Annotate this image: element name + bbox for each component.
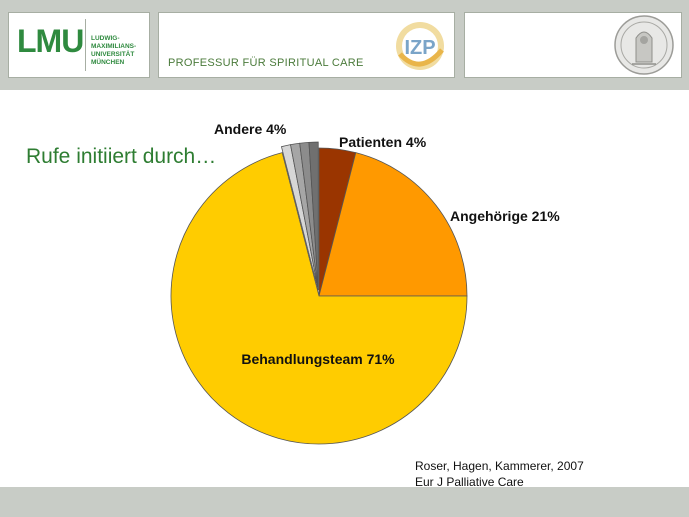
logo-divider [85, 19, 86, 71]
citation: Roser, Hagen, Kammerer, 2007 Eur J Palli… [415, 458, 584, 490]
university-line-3: UNIVERSITÄT [91, 51, 135, 58]
university-seal-icon [614, 15, 674, 75]
pie-label: Andere 4% [214, 121, 287, 137]
university-name: LUDWIG- MAXIMILIANS- UNIVERSITÄT MÜNCHEN [91, 35, 151, 67]
university-line-2: MAXIMILIANS- [91, 43, 137, 50]
pie-label: Angehörige 21% [450, 208, 560, 224]
footer-bar [0, 487, 689, 517]
citation-journal: Eur J Palliative Care [415, 475, 524, 489]
pie-slice-other-part [308, 141, 319, 291]
izp-logo-text: IZP [404, 37, 435, 59]
university-line-1: LUDWIG- [91, 35, 120, 42]
pie-label: Patienten 4% [339, 134, 427, 150]
lmu-logo-box[interactable]: LMU LUDWIG- MAXIMILIANS- UNIVERSITÄT MÜN… [8, 12, 150, 78]
professorship-title: PROFESSUR FÜR SPIRITUAL CARE [168, 57, 364, 69]
citation-authors: Roser, Hagen, Kammerer, 2007 [415, 459, 584, 473]
izp-logo-icon: IZP [396, 22, 444, 70]
university-line-4: MÜNCHEN [91, 59, 125, 66]
pie-slices [170, 141, 468, 445]
slide-title: Rufe initiiert durch… [26, 145, 217, 168]
lmu-logo: LMU [17, 23, 84, 59]
pie-slice-angehörige [318, 152, 468, 297]
header-bar: LMU LUDWIG- MAXIMILIANS- UNIVERSITÄT MÜN… [0, 0, 689, 90]
pie-labels: Patienten 4% Angehörige 21% Behandlungstea… [214, 121, 560, 367]
pie-label: Behandlungsteam 71% [241, 351, 395, 367]
pie-slice-behandlungsteam [170, 152, 468, 445]
